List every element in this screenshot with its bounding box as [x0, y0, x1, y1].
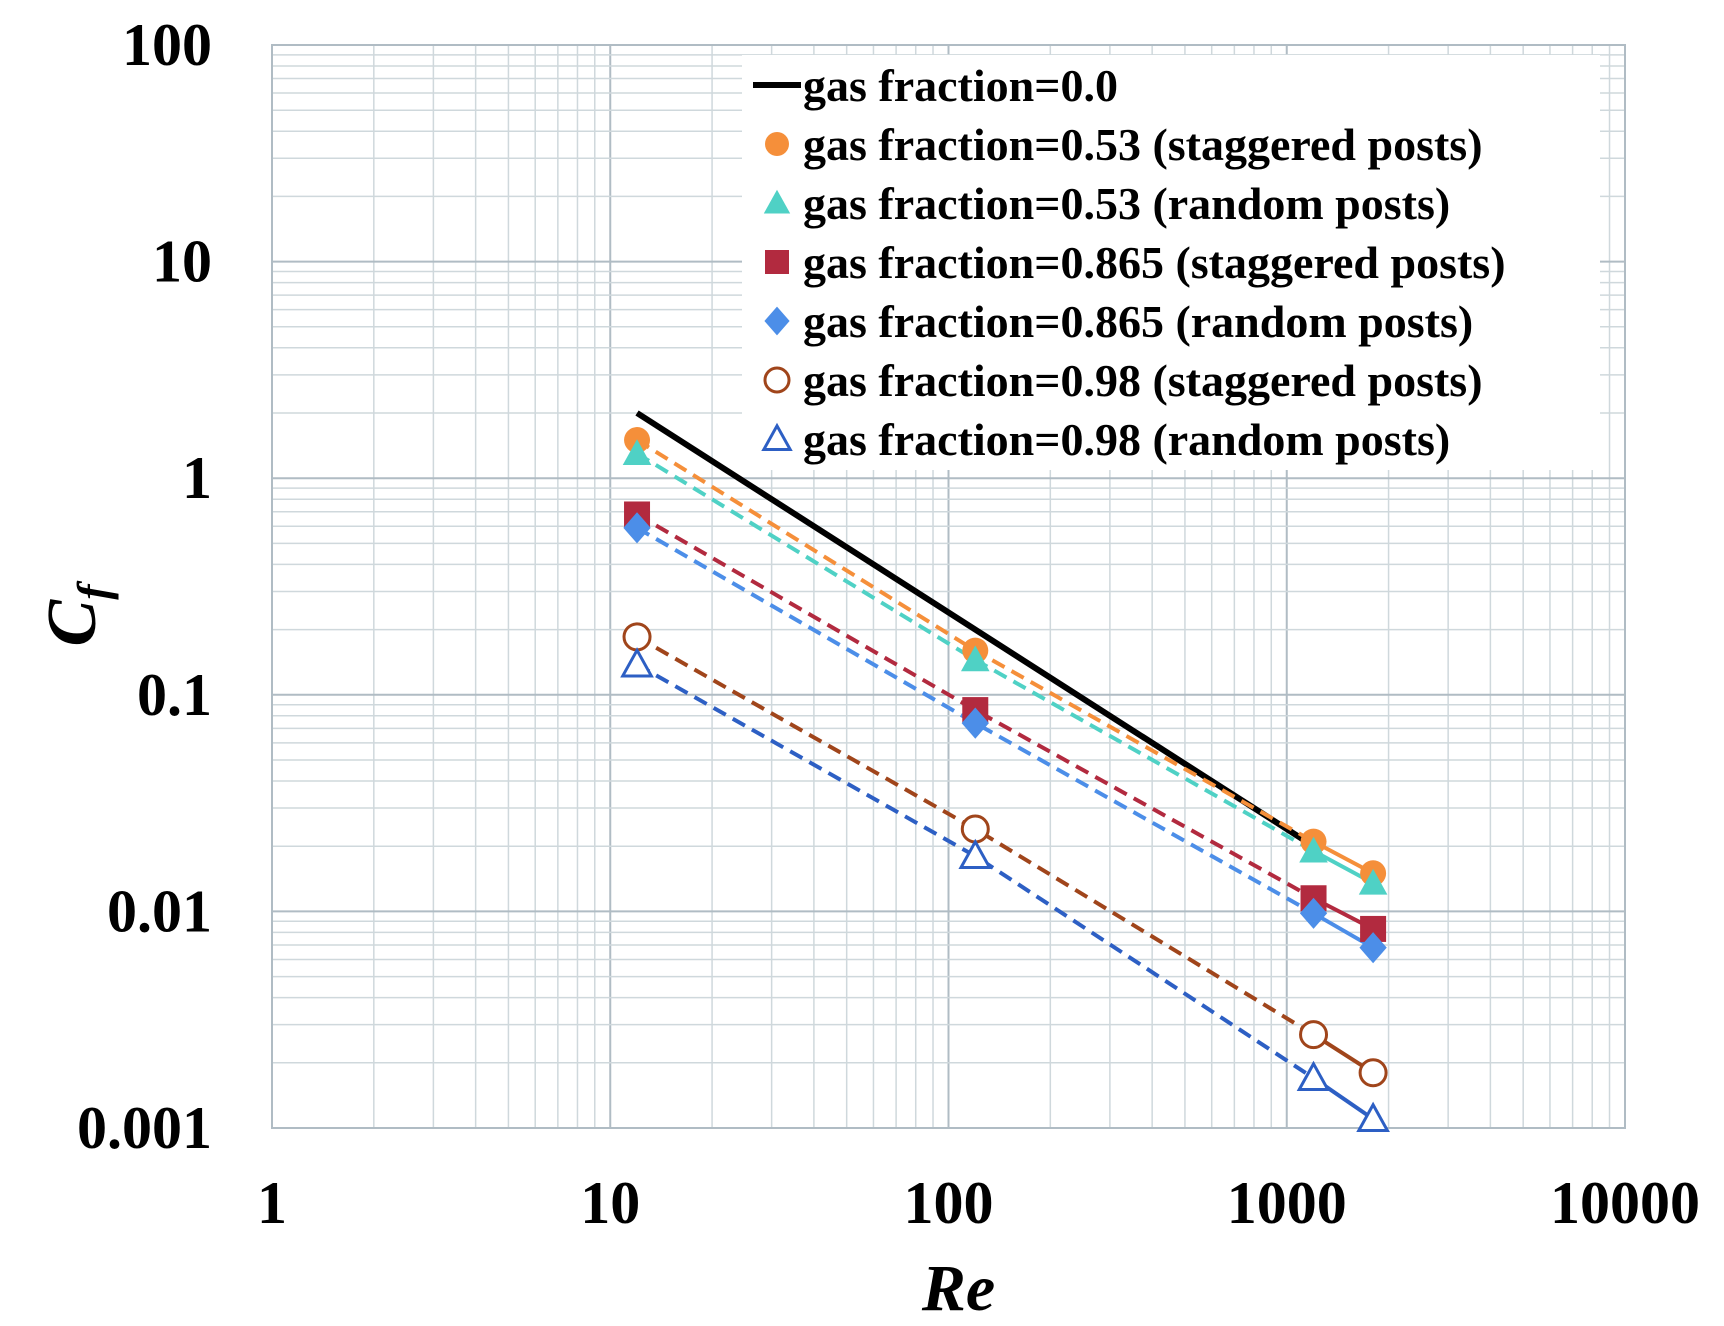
data-point-circle: [1299, 1020, 1329, 1050]
series-lines: [635, 410, 1375, 1121]
x-tick-label: 1: [257, 1170, 287, 1236]
data-point-circle: [765, 132, 789, 156]
legend-entry-label: gas fraction=0.53 (staggered posts): [803, 119, 1483, 170]
y-axis-title-letter: C: [34, 599, 111, 647]
x-axis-title: Re: [921, 1252, 995, 1325]
legend-entry-label: gas fraction=0.98 (staggered posts): [803, 355, 1483, 406]
series-trend-dashed-3: [636, 512, 1315, 901]
y-tick-labels: 0.001 0.01 0.1 1 10 100: [77, 12, 212, 1161]
x-tick-labels: 1 10 100 1000 10000: [257, 1170, 1700, 1236]
data-point-triangle: [761, 422, 793, 452]
data-point-diamond: [764, 306, 790, 336]
data-point-square: [765, 250, 789, 274]
y-tick-label: 0.01: [107, 878, 212, 944]
y-tick-label: 1: [182, 445, 212, 511]
x-tick-label: 10: [580, 1170, 640, 1236]
legend: gas fraction=0.0 gas fraction=0.53 (stagg…: [742, 55, 1600, 470]
y-axis-title-main: Cf: [34, 580, 119, 647]
legend-entry-label: gas fraction=0.865 (staggered posts): [803, 237, 1506, 288]
data-point-triangle: [622, 439, 652, 465]
x-tick-label: 1000: [1227, 1170, 1347, 1236]
y-tick-label: 10: [152, 229, 212, 295]
data-point-triangle: [1358, 868, 1388, 895]
data-point-triangle: [1356, 1101, 1390, 1132]
legend-entry-label: gas fraction=0.865 (random posts): [803, 296, 1473, 347]
data-point-triangle: [1296, 1060, 1331, 1092]
series-trend-dashed-4: [636, 526, 1315, 916]
data-point-triangle: [620, 647, 654, 678]
data-point-circle: [622, 622, 652, 652]
data-point-triangle: [763, 189, 791, 214]
series-trend-solid-4: [1312, 911, 1375, 950]
data-point-diamond: [961, 707, 989, 739]
data-point-triangle: [958, 838, 993, 870]
legend-entry-label: gas fraction=0.0: [803, 60, 1118, 111]
data-point-triangle: [960, 645, 990, 672]
y-axis-title-subscript: f: [68, 580, 119, 600]
y-axis-title: Cf: [34, 580, 119, 647]
data-point-diamond: [1299, 897, 1328, 929]
y-tick-label: 100: [122, 12, 212, 78]
series-line-0: [635, 410, 1316, 849]
legend-entry-label: gas fraction=0.98 (random posts): [803, 414, 1450, 465]
legend-background: [742, 55, 1600, 470]
y-tick-label: 0.001: [77, 1095, 212, 1161]
data-point-circle: [763, 366, 791, 394]
y-tick-label: 0.1: [137, 662, 212, 728]
data-point-circle: [960, 814, 990, 844]
x-tick-label: 100: [904, 1170, 994, 1236]
data-point-circle: [1358, 1058, 1388, 1088]
plot-area: [271, 44, 1626, 1129]
x-tick-label: 10000: [1550, 1170, 1700, 1236]
series-markers: [620, 427, 1390, 1132]
data-point-diamond: [623, 512, 651, 544]
data-point-triangle: [1299, 836, 1328, 863]
legend-entry-label: gas fraction=0.53 (random posts): [803, 178, 1450, 229]
data-point-diamond: [1359, 932, 1387, 964]
